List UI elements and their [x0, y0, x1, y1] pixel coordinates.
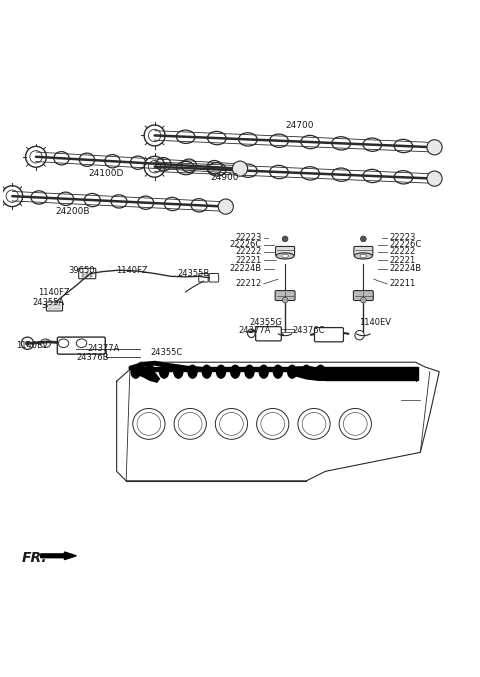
Text: 24377A: 24377A — [87, 345, 120, 353]
Text: 24355G: 24355G — [250, 318, 283, 327]
Text: 22223: 22223 — [389, 234, 416, 242]
Circle shape — [360, 236, 366, 242]
Bar — [86, 272, 88, 277]
Ellipse shape — [354, 253, 372, 259]
Bar — [90, 272, 92, 277]
Text: 22222: 22222 — [235, 247, 261, 256]
Text: 22223: 22223 — [235, 234, 261, 242]
Circle shape — [25, 341, 30, 346]
Polygon shape — [132, 367, 418, 380]
Ellipse shape — [282, 255, 288, 258]
FancyBboxPatch shape — [275, 290, 295, 301]
Ellipse shape — [202, 365, 212, 379]
Ellipse shape — [244, 365, 255, 379]
FancyBboxPatch shape — [79, 268, 96, 279]
Circle shape — [218, 199, 233, 214]
Ellipse shape — [173, 365, 183, 379]
Text: 22222: 22222 — [389, 247, 416, 256]
Circle shape — [427, 139, 442, 155]
Text: 39650: 39650 — [68, 266, 95, 275]
Circle shape — [427, 171, 442, 186]
FancyBboxPatch shape — [47, 302, 62, 311]
Circle shape — [232, 161, 248, 176]
Polygon shape — [41, 552, 76, 560]
Text: 22211: 22211 — [389, 280, 416, 288]
Text: 24376B: 24376B — [76, 353, 109, 362]
Text: 24377A: 24377A — [238, 326, 270, 335]
Text: 24355A: 24355A — [32, 298, 64, 307]
Text: 24355B: 24355B — [178, 269, 210, 278]
Polygon shape — [117, 362, 439, 481]
Ellipse shape — [131, 365, 141, 379]
Text: FR.: FR. — [22, 550, 48, 565]
Ellipse shape — [301, 365, 312, 379]
Text: 22221: 22221 — [235, 256, 261, 265]
Ellipse shape — [216, 365, 226, 379]
Ellipse shape — [144, 365, 155, 379]
Text: 22224B: 22224B — [389, 264, 421, 274]
Ellipse shape — [187, 365, 198, 379]
Text: 24200B: 24200B — [56, 207, 90, 216]
Circle shape — [282, 236, 288, 242]
Polygon shape — [288, 367, 325, 380]
Text: 24355C: 24355C — [151, 348, 183, 357]
Text: 22226C: 22226C — [229, 240, 261, 249]
Ellipse shape — [360, 255, 367, 258]
Text: 22212: 22212 — [235, 280, 261, 288]
Text: 1140EV: 1140EV — [359, 318, 391, 327]
Text: 24376C: 24376C — [292, 326, 325, 335]
Polygon shape — [132, 367, 159, 382]
FancyBboxPatch shape — [256, 326, 281, 341]
FancyBboxPatch shape — [209, 274, 219, 282]
Circle shape — [360, 297, 366, 303]
Ellipse shape — [276, 253, 294, 259]
FancyBboxPatch shape — [199, 274, 208, 282]
Ellipse shape — [259, 365, 269, 379]
Text: 22224B: 22224B — [229, 264, 261, 274]
Ellipse shape — [273, 365, 283, 379]
Text: 1140EV: 1140EV — [16, 341, 48, 349]
Text: 24700: 24700 — [285, 121, 313, 129]
FancyBboxPatch shape — [353, 290, 373, 301]
Text: 22226C: 22226C — [389, 240, 422, 249]
Bar — [83, 272, 84, 277]
FancyBboxPatch shape — [314, 328, 343, 342]
Text: 24900: 24900 — [211, 173, 239, 181]
FancyBboxPatch shape — [57, 337, 105, 354]
Text: 1140FZ: 1140FZ — [116, 266, 147, 275]
FancyBboxPatch shape — [354, 246, 373, 255]
Ellipse shape — [230, 365, 240, 379]
Ellipse shape — [315, 365, 326, 379]
Text: 22221: 22221 — [389, 256, 416, 265]
Ellipse shape — [287, 365, 298, 379]
FancyBboxPatch shape — [276, 246, 295, 255]
Text: 24100D: 24100D — [88, 169, 124, 178]
Text: 1140FZ: 1140FZ — [38, 288, 70, 297]
Circle shape — [282, 297, 288, 303]
Ellipse shape — [159, 365, 169, 379]
